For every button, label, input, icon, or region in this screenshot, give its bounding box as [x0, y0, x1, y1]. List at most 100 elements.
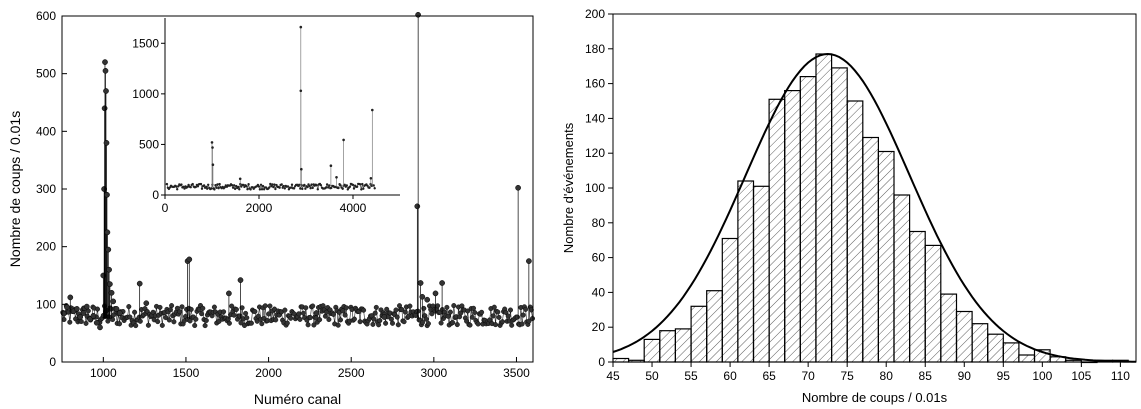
inset-data-point	[298, 183, 301, 186]
data-point	[116, 321, 122, 327]
histogram-bar	[643, 338, 661, 363]
data-point	[284, 320, 290, 326]
histogram-bar	[908, 230, 926, 363]
histogram-bar	[737, 180, 755, 363]
data-point	[495, 309, 501, 315]
inset-data-point	[308, 184, 311, 188]
data-point	[432, 290, 439, 297]
data-point	[487, 317, 493, 323]
data-point	[231, 312, 237, 318]
inset-data-point	[165, 182, 169, 186]
x-tick-label: 2000	[255, 366, 282, 380]
data-point	[132, 309, 138, 315]
histogram-bar	[830, 67, 848, 363]
inset-data-point	[324, 186, 328, 189]
data-point	[101, 105, 108, 112]
data-point	[150, 309, 156, 315]
inset-data-point	[216, 183, 219, 186]
data-point	[102, 59, 108, 65]
inset-data-point	[257, 185, 261, 188]
histogram-bar	[987, 333, 1004, 363]
data-point	[425, 321, 431, 327]
data-point	[505, 313, 511, 319]
data-point	[179, 304, 185, 310]
x-tick-label: 85	[919, 369, 933, 383]
data-point	[435, 303, 441, 309]
inset-data-point	[246, 188, 249, 191]
histogram-bars	[612, 53, 1129, 364]
data-point	[202, 323, 208, 329]
left-y-axis-label: Nombre de coups / 0.01s	[7, 111, 23, 267]
data-point	[186, 256, 193, 263]
histogram-bar	[799, 75, 817, 363]
inset-data-point	[359, 183, 362, 186]
x-tick-label: 55	[684, 369, 698, 383]
inset-data-point	[299, 25, 303, 29]
data-point	[216, 318, 222, 324]
inset-data-point	[242, 183, 245, 187]
data-point	[515, 184, 521, 191]
inset-data-point	[275, 183, 278, 187]
inset-data-point	[360, 188, 363, 191]
data-point	[145, 322, 151, 328]
data-point	[237, 277, 244, 283]
data-point	[415, 11, 421, 18]
y-tick-label: 200	[585, 7, 605, 21]
data-point	[83, 320, 89, 326]
data-point	[419, 293, 426, 300]
inset-data-point	[368, 186, 371, 189]
data-point	[136, 280, 143, 287]
data-point	[105, 318, 111, 324]
x-tick-label: 105	[1071, 369, 1091, 383]
inset-data-point	[274, 187, 277, 191]
inset-data-point	[249, 188, 252, 191]
data-point	[143, 300, 150, 307]
inset-data-point	[351, 183, 355, 187]
data-point	[479, 309, 485, 315]
inset-data-point	[259, 183, 263, 186]
inset-x-tick-label: 4000	[340, 201, 367, 215]
data-point	[519, 321, 525, 327]
inset-data-point	[215, 186, 218, 189]
data-point	[401, 319, 407, 325]
inset-data-point	[299, 187, 302, 190]
inset-data-point	[247, 183, 250, 186]
inset-y-tick-label: 0	[152, 188, 159, 202]
inset-data-point	[315, 184, 318, 187]
histogram-bar	[1018, 354, 1036, 363]
x-tick-label: 90	[958, 369, 972, 383]
inset-data-point	[261, 184, 265, 188]
data-point	[80, 310, 87, 316]
data-point	[67, 294, 74, 301]
data-point	[104, 229, 111, 236]
data-point	[520, 312, 526, 318]
right-y-axis-label: Nombre d'événements	[561, 122, 576, 253]
data-point	[423, 316, 429, 322]
y-tick-label: 600	[36, 9, 56, 23]
inset-data-point	[205, 185, 208, 188]
data-point	[237, 313, 243, 319]
data-point	[104, 191, 110, 198]
inset-data-point	[206, 187, 209, 190]
data-point	[444, 304, 450, 310]
inset-data-point	[306, 185, 309, 189]
x-tick-label: 95	[997, 369, 1011, 383]
data-point	[87, 316, 93, 323]
data-point	[310, 303, 316, 309]
y-tick-label: 180	[585, 42, 605, 56]
left-y-ticks: 0 100 200 300 400 500 600	[36, 9, 67, 369]
inset-data-point	[271, 183, 274, 186]
inset-data-point	[280, 183, 283, 186]
x-tick-label: 3000	[420, 366, 447, 380]
data-point	[103, 140, 110, 146]
inset-chart: 0 2000 4000 0 500 1000 1500	[132, 18, 400, 215]
data-point	[110, 317, 116, 323]
histogram-bar	[955, 310, 973, 363]
data-point	[252, 309, 258, 315]
data-point	[424, 296, 431, 303]
inset-data-point	[217, 187, 220, 190]
data-point	[126, 304, 132, 310]
data-point	[233, 307, 239, 313]
right-x-axis-label: Nombre de coups / 0.01s	[802, 390, 948, 405]
inset-data-point	[273, 183, 276, 186]
